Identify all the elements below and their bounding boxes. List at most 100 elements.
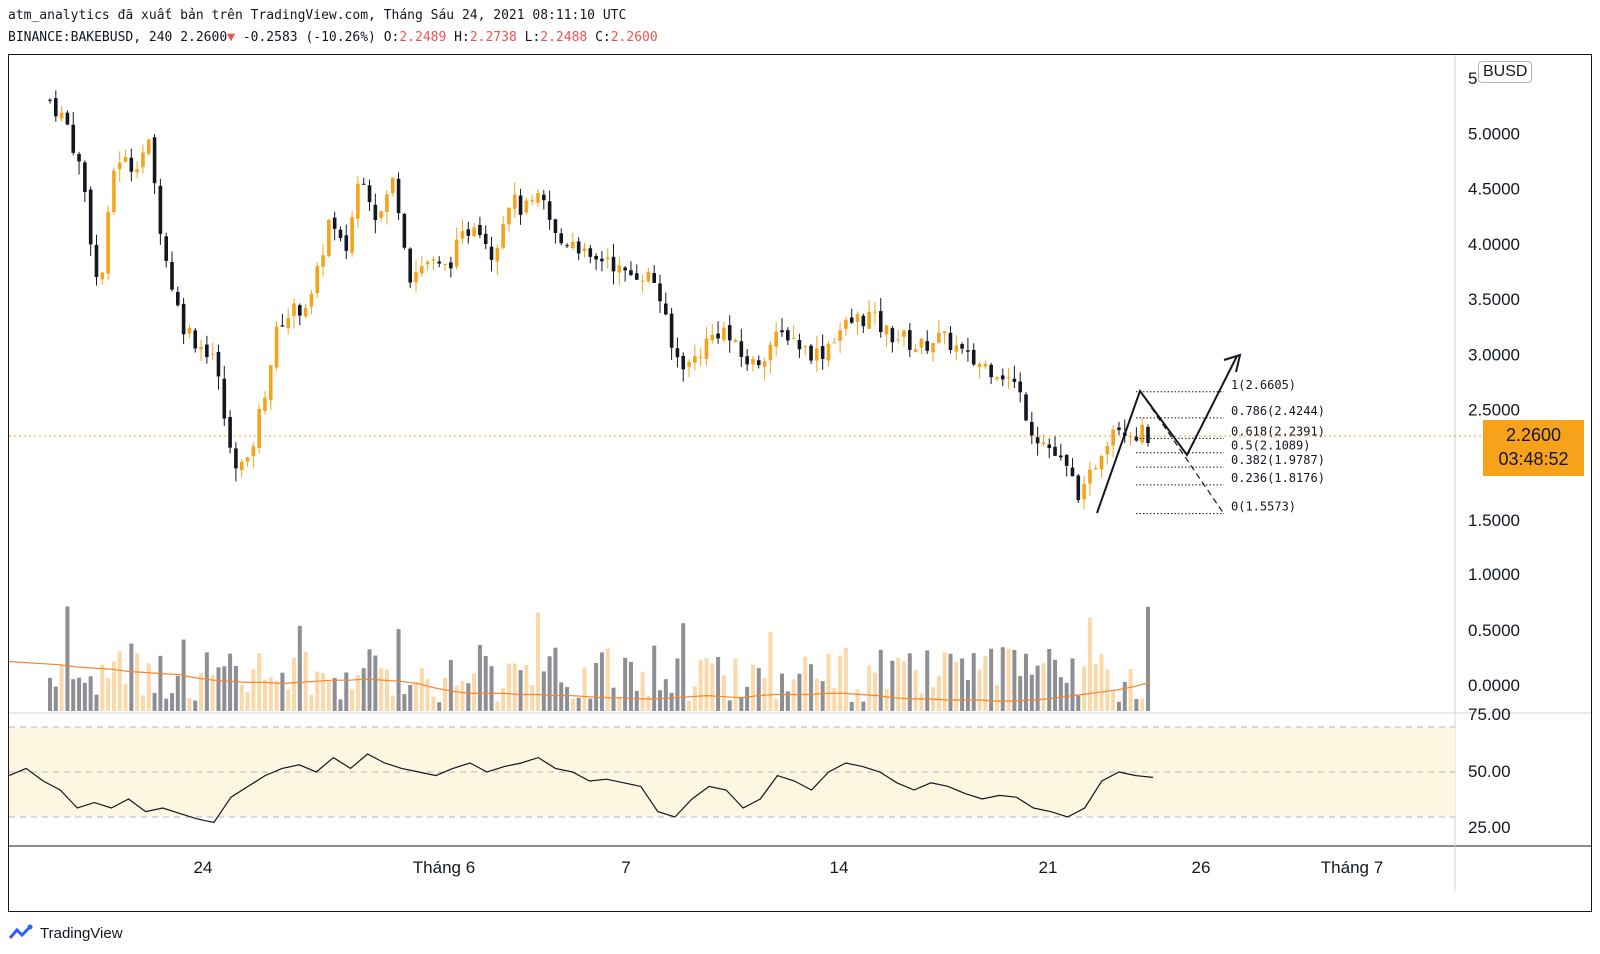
candle-body xyxy=(460,230,465,239)
volume-bar xyxy=(948,653,953,711)
candle-body xyxy=(1093,468,1098,470)
candle-body xyxy=(350,217,354,253)
volume-bar xyxy=(716,656,721,711)
volume-bar xyxy=(1105,669,1110,711)
candle-body xyxy=(954,345,959,352)
volume-bar xyxy=(1111,691,1116,711)
volume-bar xyxy=(419,668,424,711)
candle-body xyxy=(228,417,232,448)
volume-bar xyxy=(158,655,163,711)
candle-body xyxy=(129,157,134,172)
candle-body xyxy=(152,137,157,184)
rsi-axis[interactable]: 75.00 50.00 25.00 xyxy=(1468,705,1511,837)
candle-body xyxy=(135,169,139,173)
fibonacci-retracement[interactable]: 1(2.6605) 0.786(2.4244) 0.618(2.2391)0.5(2… xyxy=(1136,378,1325,515)
chart-frame[interactable] xyxy=(8,54,1592,912)
volume-bar xyxy=(431,696,436,711)
volume-bar xyxy=(733,658,738,711)
current-price-value: 2.2600 xyxy=(1505,425,1562,445)
candle-body xyxy=(454,239,459,267)
candle-body xyxy=(1088,469,1092,484)
volume-bar xyxy=(721,675,726,711)
tradingview-brand[interactable]: TradingView xyxy=(8,924,123,942)
volume-bar xyxy=(1099,654,1104,711)
price-tick: 5 xyxy=(1468,69,1477,88)
volume-bar xyxy=(262,680,267,711)
fib-level-label: 0(1.5573) xyxy=(1231,500,1296,514)
candle-body xyxy=(507,207,511,225)
volume-bar xyxy=(1122,682,1127,711)
candle-body xyxy=(884,325,889,335)
candle-body xyxy=(193,330,198,349)
candle-body xyxy=(780,330,784,333)
candle-body xyxy=(176,291,180,306)
candle-body xyxy=(54,98,58,117)
currency-badge: BUSD xyxy=(1478,61,1533,83)
candle-body xyxy=(774,331,778,347)
volume-bar xyxy=(483,655,488,711)
candle-body xyxy=(199,346,203,350)
volume-bar xyxy=(77,677,82,711)
volume-bar xyxy=(727,700,732,711)
volume-bar xyxy=(750,664,755,711)
volume-bar xyxy=(228,653,233,711)
time-tick: 7 xyxy=(621,858,630,877)
candle-body xyxy=(971,349,976,365)
change-value: -0.2583 (-10.26%) xyxy=(242,30,376,45)
candle-body xyxy=(646,271,651,282)
arrow-head-icon xyxy=(1223,353,1242,373)
candle-body xyxy=(896,339,900,341)
volume-bar xyxy=(477,644,482,711)
candle-body xyxy=(791,338,796,340)
volume-bar xyxy=(1087,617,1092,711)
candle-body xyxy=(205,344,209,358)
candle-body xyxy=(327,219,331,256)
volume-bar xyxy=(756,668,761,711)
volume-bar xyxy=(902,661,906,711)
candle-body xyxy=(216,351,221,377)
volume-bar xyxy=(495,701,500,711)
candle-body xyxy=(629,270,633,275)
volume-bar xyxy=(809,664,814,711)
volume-bar xyxy=(936,675,941,711)
volume-bar xyxy=(152,692,157,711)
close-label: C: xyxy=(595,30,611,45)
volume-bar xyxy=(681,623,686,711)
candle-body xyxy=(344,235,349,251)
candle-body xyxy=(565,245,569,247)
volume-bar xyxy=(611,687,616,711)
volume-bar xyxy=(617,696,622,711)
candle-body xyxy=(815,348,819,361)
time-tick: 26 xyxy=(1192,858,1211,877)
volume-bar xyxy=(373,655,378,711)
candle-body xyxy=(588,248,593,257)
volume-bar xyxy=(692,686,697,711)
rsi-line xyxy=(8,753,1154,824)
candle-body xyxy=(257,408,261,449)
price-axis[interactable]: 5.0000 4.5000 4.0000 3.5000 3.0000 2.5000 1.50… xyxy=(1468,69,1520,695)
candle-body xyxy=(65,112,70,125)
volume-bar xyxy=(832,687,837,711)
candle-body xyxy=(762,361,767,367)
volume-bar xyxy=(553,647,558,711)
symbol-label: BINANCE:BAKEBUSD, 240 xyxy=(8,30,173,45)
candle-body xyxy=(443,263,447,265)
volume-bar xyxy=(658,690,662,711)
candle-body xyxy=(1047,444,1052,449)
volume-bar xyxy=(129,643,134,711)
candle-body xyxy=(803,346,808,348)
volume-bar xyxy=(588,698,593,711)
volume-bar xyxy=(791,679,796,711)
volume-bar xyxy=(303,651,308,711)
projection-path[interactable] xyxy=(1096,355,1238,514)
volume-bar xyxy=(454,685,459,711)
candle-body xyxy=(989,364,993,378)
time-axis[interactable]: 24 Tháng 6 7 14 21 26 Tháng 7 xyxy=(194,858,1384,877)
volume-bar xyxy=(1093,663,1098,711)
volume-bar xyxy=(1116,701,1121,711)
candle-body xyxy=(559,233,564,244)
volume-bar xyxy=(100,664,105,711)
volume-bar xyxy=(448,660,453,711)
volume-bar xyxy=(669,692,674,711)
